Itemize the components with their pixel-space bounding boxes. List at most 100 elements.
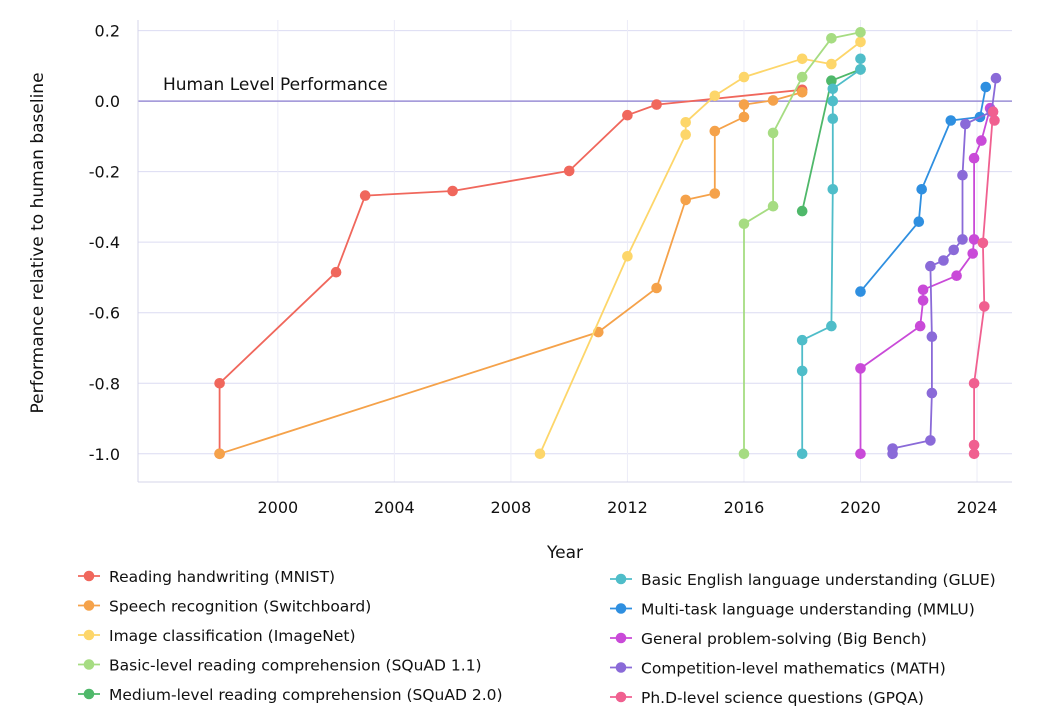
- legend-swatch-marker: [615, 632, 627, 644]
- data-point: [826, 58, 837, 70]
- data-point: [680, 194, 691, 206]
- data-point: [651, 282, 662, 294]
- legend-swatch-marker: [83, 688, 95, 700]
- data-point: [796, 71, 808, 83]
- data-point: [738, 448, 750, 460]
- data-point: [977, 237, 989, 249]
- data-point: [957, 234, 968, 245]
- data-point: [709, 188, 721, 199]
- data-point: [680, 117, 691, 128]
- human-level-annotation: Human Level Performance: [163, 75, 388, 95]
- series-2: [214, 87, 808, 460]
- data-point: [827, 95, 839, 107]
- data-point: [980, 81, 992, 93]
- data-point: [709, 125, 721, 137]
- x-tick-label: 2000: [257, 498, 298, 517]
- x-tick-label: 2016: [724, 498, 765, 517]
- data-point: [622, 250, 633, 262]
- series-4: [738, 27, 866, 460]
- legend-swatch-marker: [615, 573, 627, 585]
- legend-item: Ph.D-level science questions (GPQA): [610, 689, 924, 707]
- data-point: [738, 71, 750, 83]
- data-point: [359, 190, 371, 201]
- data-point: [827, 83, 839, 95]
- legend-label: Competition-level mathematics (MATH): [641, 660, 946, 678]
- legend-label: Basic-level reading comprehension (SQuAD…: [109, 657, 482, 675]
- data-point: [796, 448, 808, 460]
- data-point: [960, 118, 971, 130]
- data-point: [979, 301, 990, 312]
- data-point: [968, 378, 980, 389]
- series-10: [968, 106, 1000, 460]
- data-point: [957, 169, 968, 181]
- data-point: [826, 75, 837, 86]
- x-tick-label: 2024: [957, 498, 998, 517]
- y-tick-label: -0.6: [89, 304, 120, 323]
- y-tick-label: 0.2: [95, 22, 120, 41]
- data-point: [968, 152, 980, 164]
- y-axis-title: Performance relative to human baseline: [28, 72, 48, 413]
- data-point: [855, 448, 866, 460]
- data-point: [855, 36, 866, 48]
- data-point: [926, 387, 938, 399]
- legend-item: Reading handwriting (MNIST): [78, 568, 335, 586]
- series-7: [855, 81, 992, 297]
- series-line: [219, 91, 803, 455]
- data-point: [987, 106, 999, 117]
- data-point: [914, 320, 926, 332]
- legend-item: Medium-level reading comprehension (SQuA…: [78, 686, 503, 704]
- legend-swatch-marker: [83, 629, 95, 641]
- data-point: [887, 443, 898, 454]
- legend-label: Basic English language understanding (GL…: [641, 571, 996, 589]
- data-point: [709, 90, 721, 102]
- data-point: [945, 115, 957, 126]
- data-point: [767, 127, 779, 139]
- data-point: [738, 99, 750, 110]
- legend-label: Reading handwriting (MNIST): [109, 568, 335, 586]
- y-tick-label: -0.8: [89, 374, 120, 393]
- data-point: [967, 248, 978, 259]
- series-8: [855, 102, 996, 460]
- data-point: [990, 72, 1002, 84]
- data-point: [925, 260, 936, 272]
- x-tick-label: 2008: [491, 498, 532, 517]
- data-point: [214, 448, 225, 460]
- data-point: [767, 200, 779, 212]
- legend-swatch-marker: [615, 603, 627, 614]
- data-point: [534, 448, 546, 460]
- data-point: [827, 113, 839, 124]
- data-point: [826, 33, 837, 44]
- axis-layer: 0.2 0.0 -0.2 -0.4 -0.6 -0.8 -1.0 2000 2004 2008 20…: [89, 20, 1012, 517]
- y-tick-label: 0.0: [95, 92, 120, 111]
- data-point: [913, 216, 925, 227]
- data-point: [855, 363, 866, 374]
- data-point: [976, 135, 987, 146]
- x-tick-label: 2012: [607, 498, 648, 517]
- data-point: [563, 165, 575, 177]
- data-point: [447, 185, 458, 197]
- series-6: [796, 53, 866, 460]
- data-point: [989, 115, 1000, 126]
- data-point: [796, 87, 808, 98]
- data-point: [855, 286, 866, 297]
- legend-label: Speech recognition (Switchboard): [109, 598, 371, 616]
- data-point: [951, 270, 962, 282]
- data-point: [767, 95, 779, 106]
- data-point: [651, 99, 662, 110]
- series-3: [534, 36, 866, 460]
- data-point: [938, 255, 949, 266]
- data-point: [917, 284, 929, 296]
- y-tick-label: -0.4: [89, 233, 120, 252]
- data-point: [968, 439, 980, 451]
- legend-swatch-marker: [83, 600, 95, 611]
- legend-label: Ph.D-level science questions (GPQA): [641, 689, 924, 707]
- data-point: [796, 365, 808, 377]
- data-point: [796, 53, 808, 65]
- data-point: [968, 234, 980, 245]
- data-point: [622, 109, 633, 121]
- y-tick-label: -0.2: [89, 163, 120, 182]
- data-point: [926, 331, 938, 343]
- data-point: [214, 378, 225, 389]
